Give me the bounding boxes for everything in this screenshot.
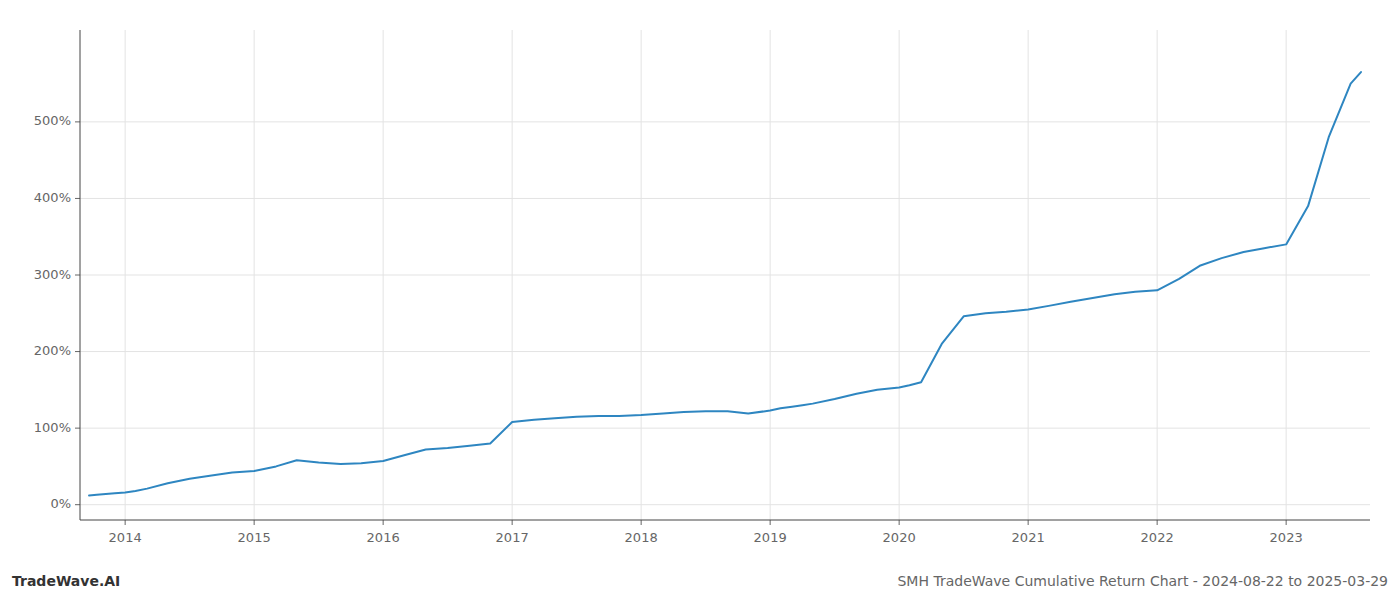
x-tick: [125, 520, 126, 525]
y-tick: [75, 121, 80, 122]
y-tick-label: 100%: [34, 420, 71, 435]
y-tick: [75, 275, 80, 276]
watermark: TradeWave.AI: [12, 573, 120, 589]
x-tick-label: 2020: [883, 530, 916, 545]
x-tick: [641, 520, 642, 525]
y-grid-line: [80, 275, 1370, 276]
y-tick-label: 300%: [34, 267, 71, 282]
x-tick: [899, 520, 900, 525]
x-grid-line: [125, 30, 126, 520]
axes: 0% 100% 200% 300% 400% 500% 2014 2015 2016 2017 20…: [34, 30, 1370, 545]
x-tick-label: 2014: [109, 530, 142, 545]
x-grid-line: [512, 30, 513, 520]
y-grid-line: [80, 198, 1370, 199]
y-grid-line: [80, 504, 1370, 505]
y-grid-line: [80, 121, 1370, 122]
x-axis-line: [80, 520, 1370, 521]
y-tick-label: 500%: [34, 113, 71, 128]
chart: 0% 100% 200% 300% 400% 500% 2014 2015 2016 2017 20…: [0, 0, 1400, 600]
x-tick: [770, 520, 771, 525]
y-tick: [75, 198, 80, 199]
y-grid-line: [80, 428, 1370, 429]
x-grid-line: [383, 30, 384, 520]
y-tick-label: 200%: [34, 343, 71, 358]
y-tick-label: 400%: [34, 190, 71, 205]
x-tick: [383, 520, 384, 525]
x-tick-label: 2018: [625, 530, 658, 545]
x-grid-line: [1157, 30, 1158, 520]
x-tick-label: 2023: [1270, 530, 1303, 545]
y-axis-line: [80, 30, 81, 520]
x-tick-label: 2019: [754, 530, 787, 545]
x-tick: [1157, 520, 1158, 525]
y-grid-line: [80, 351, 1370, 352]
x-tick: [1286, 520, 1287, 525]
y-tick-label: 0%: [50, 496, 71, 511]
x-tick-label: 2016: [367, 530, 400, 545]
x-grid-line: [254, 30, 255, 520]
y-tick: [75, 351, 80, 352]
x-tick-label: 2022: [1141, 530, 1174, 545]
x-tick-label: 2021: [1012, 530, 1045, 545]
x-tick: [254, 520, 255, 525]
y-tick: [75, 428, 80, 429]
x-grid-line: [1286, 30, 1287, 520]
title: SMH TradeWave Cumulative Return Chart - …: [897, 573, 1388, 589]
x-tick: [512, 520, 513, 525]
line: [89, 72, 1361, 495]
x-grid-line: [770, 30, 771, 520]
data-area: [89, 72, 1361, 495]
x-tick: [1028, 520, 1029, 525]
grid: [80, 30, 1370, 520]
x-grid-line: [1028, 30, 1029, 520]
x-tick-label: 2015: [238, 530, 271, 545]
y-tick: [75, 504, 80, 505]
x-grid-line: [641, 30, 642, 520]
x-tick-label: 2017: [496, 530, 529, 545]
x-grid-line: [899, 30, 900, 520]
